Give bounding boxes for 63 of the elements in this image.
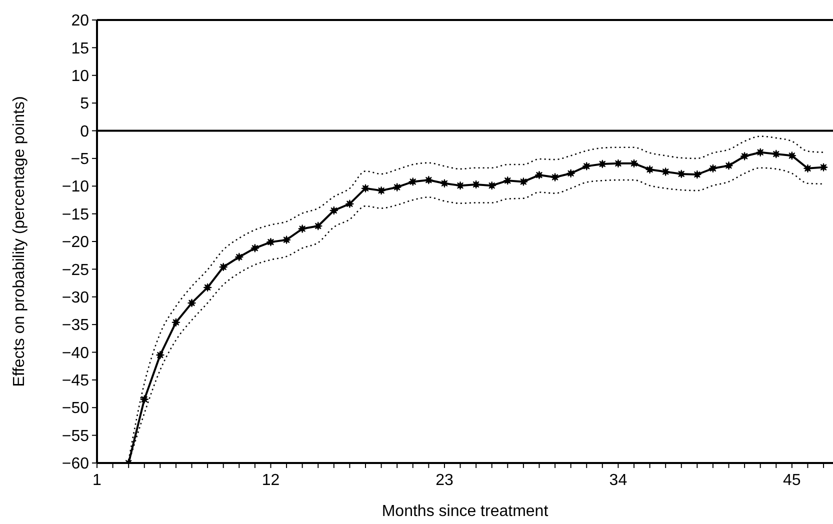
point [140, 394, 149, 404]
point [172, 318, 180, 327]
point [708, 164, 718, 173]
point [472, 180, 480, 189]
point [598, 160, 607, 168]
point [282, 235, 291, 244]
point [424, 176, 434, 184]
point [740, 152, 749, 161]
point [630, 159, 638, 168]
point [724, 161, 734, 170]
point [266, 238, 276, 246]
y-tick-label: 10 [71, 68, 90, 85]
y-tick-label: 5 [80, 96, 90, 113]
y-tick-label: −10 [62, 178, 90, 196]
point [661, 167, 670, 176]
x-tick-label: 12 [262, 472, 280, 489]
y-tick-label: −30 [62, 289, 90, 306]
x-tick-label: 1 [92, 472, 102, 489]
point [519, 177, 528, 186]
point [550, 172, 560, 182]
point [582, 162, 592, 171]
y-axis-title: Effects on probability (percentage points) [11, 96, 28, 387]
point [250, 244, 260, 253]
point [408, 177, 418, 186]
y-tick-label: −5 [70, 151, 90, 168]
y-tick-label: −15 [62, 206, 90, 224]
point [440, 178, 449, 188]
y-tick-label: −50 [62, 400, 90, 418]
point [788, 151, 796, 160]
point [756, 148, 765, 157]
point [156, 350, 165, 360]
point [819, 162, 828, 172]
point [330, 206, 338, 215]
y-tick-label: −45 [62, 372, 90, 390]
y-tick-label: 0 [80, 123, 90, 140]
x-axis-title: Months since treatment [382, 503, 549, 520]
x-tick-label: 34 [609, 472, 628, 489]
point [534, 170, 544, 180]
y-tick-label: −35 [62, 317, 90, 334]
point [376, 186, 386, 195]
point [361, 184, 370, 193]
point [345, 199, 354, 208]
y-tick-label: −40 [62, 344, 90, 362]
x-tick-label: 23 [436, 472, 454, 489]
x-tick-label: 45 [783, 472, 801, 489]
point [645, 165, 654, 174]
y-tick-label: 15 [71, 40, 90, 58]
point [314, 222, 323, 230]
point [234, 252, 244, 262]
y-tick-label: −55 [62, 428, 90, 445]
point [566, 168, 576, 178]
point [187, 298, 196, 308]
point [298, 224, 307, 234]
y-tick-label: −25 [62, 262, 90, 279]
point [487, 181, 496, 190]
y-tick-label: 20 [71, 12, 90, 30]
point [203, 283, 212, 292]
point [676, 170, 686, 178]
point [392, 182, 402, 192]
y-tick-label: −20 [62, 234, 90, 252]
point [456, 181, 465, 190]
y-tick-label: −60 [62, 456, 90, 473]
point [218, 262, 228, 272]
